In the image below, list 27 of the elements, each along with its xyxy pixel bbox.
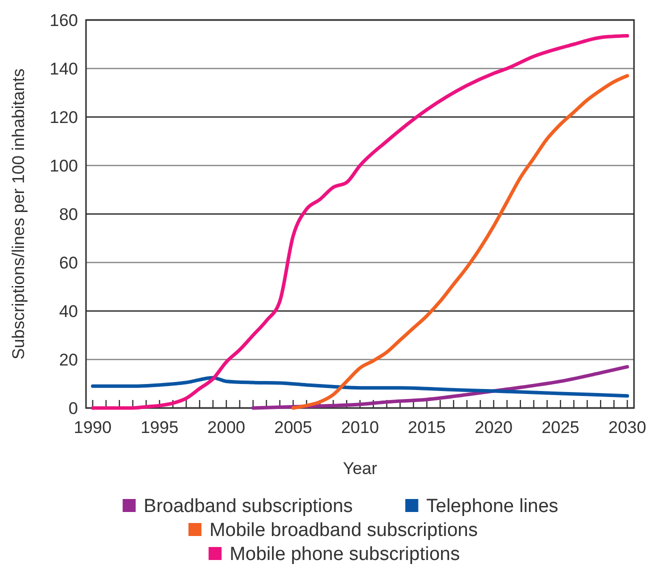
y-tick-label: 120 (50, 108, 78, 127)
x-tick-label: 2015 (408, 418, 446, 437)
x-tick-label: 2030 (608, 418, 646, 437)
x-tick-label: 2000 (207, 418, 246, 437)
y-tick-label: 160 (50, 11, 78, 30)
line-series (90, 34, 630, 410)
y-tick-label: 0 (68, 399, 78, 418)
y-axis-title: Subscriptions/lines per 100 inhabitants (9, 68, 28, 360)
y-tick-label: 140 (50, 60, 78, 78)
line-series (90, 376, 630, 398)
y-tick-label: 20 (59, 350, 78, 370)
x-tick-label: 2025 (542, 418, 580, 437)
y-tick-label: 80 (59, 205, 78, 224)
legend-label: Broadband subscriptions (144, 496, 353, 517)
x-tick-label: 1995 (140, 418, 178, 437)
y-tick-label: 60 (59, 254, 78, 272)
y-tick-label: 40 (59, 302, 78, 321)
x-tick-label: 2020 (474, 418, 513, 437)
x-tick-label: 2005 (274, 418, 312, 437)
line-series (291, 74, 630, 410)
x-tick-label: 1990 (74, 418, 112, 437)
legend-label: Mobile broadband subscriptions (209, 520, 478, 541)
x-tick-label: 2010 (341, 418, 379, 437)
legend-label: Telephone lines (426, 496, 558, 517)
x-axis-title: Year (342, 459, 378, 478)
legend-label: Mobile phone subscriptions (230, 544, 460, 565)
y-tick-label: 100 (50, 156, 78, 176)
